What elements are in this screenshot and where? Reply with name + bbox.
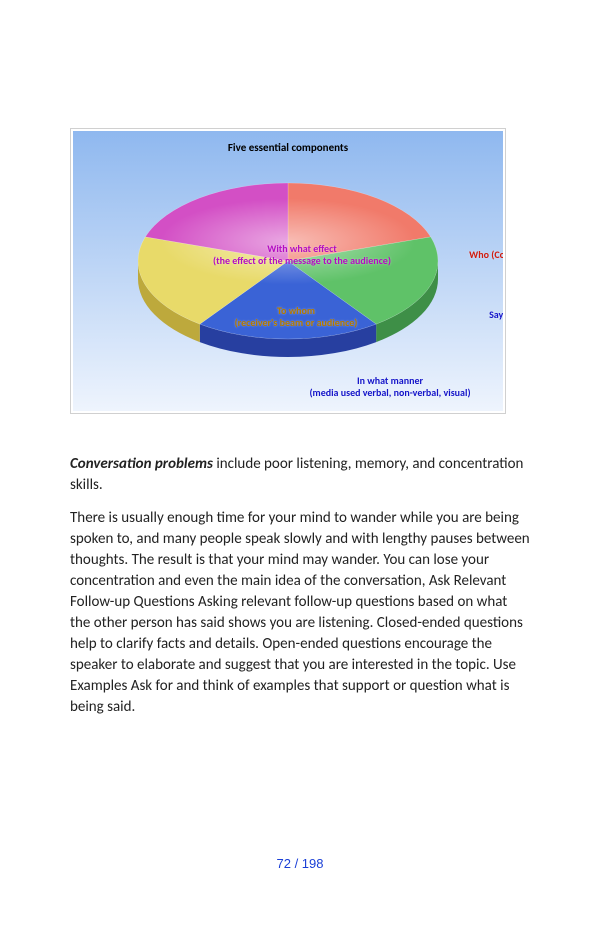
pie-label-who: Who (Communicator) bbox=[469, 249, 503, 261]
pie-label-in_what_manner: In what manner(media used verbal, non-ve… bbox=[309, 375, 470, 399]
pie-label-with_what_effect: With what effect(the effect of the messa… bbox=[213, 243, 391, 267]
chart-area: Five essential components Who (Communica… bbox=[73, 131, 503, 411]
paragraph-2: There is usually enough time for your mi… bbox=[70, 508, 530, 718]
p1-lead: Conversation problems bbox=[70, 455, 213, 473]
body-text: Conversation problems include poor liste… bbox=[70, 454, 530, 718]
chart-title: Five essential components bbox=[73, 141, 503, 154]
document-page: Five essential components Who (Communica… bbox=[0, 128, 600, 927]
paragraph-1: Conversation problems include poor liste… bbox=[70, 454, 530, 496]
pie-svg bbox=[138, 173, 438, 363]
page-number: 72 / 198 bbox=[0, 856, 600, 871]
pie-label-to_whom: To whom(receiver's beam or audience) bbox=[235, 305, 358, 329]
pie-chart bbox=[138, 173, 438, 363]
pie-label-say_what: Say what (message) bbox=[489, 309, 503, 321]
chart-frame: Five essential components Who (Communica… bbox=[70, 128, 506, 414]
